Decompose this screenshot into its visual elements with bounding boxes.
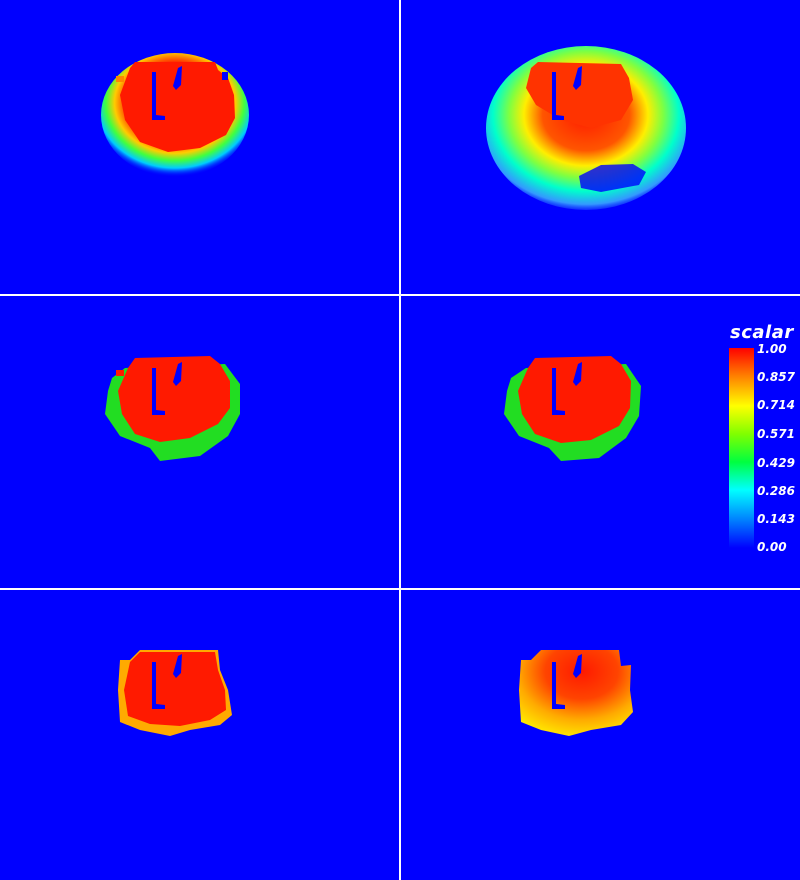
notch [573, 654, 582, 678]
heatmap-middle-left [105, 356, 240, 461]
legend-color-bar [729, 348, 754, 548]
legend-title: scalar [730, 322, 794, 343]
notch [152, 662, 165, 709]
legend-tick: 1.00 [757, 342, 787, 356]
notch [173, 654, 182, 678]
render-panel-top-left[interactable] [0, 0, 399, 294]
legend-tick: 0.286 [757, 484, 795, 498]
render-panel-bottom-right[interactable] [401, 590, 800, 880]
scalar-color-legend: scalar 1.00 0.857 0.714 0.571 0.429 0.28… [715, 322, 800, 562]
notch [152, 72, 165, 120]
core-region [519, 650, 633, 736]
notch [573, 66, 582, 90]
heatmap-bottom-left [118, 650, 232, 736]
notch [173, 66, 182, 90]
legend-tick: 0.00 [757, 540, 787, 554]
notch [552, 368, 565, 415]
render-panel-bottom-left[interactable] [0, 590, 399, 880]
notch [552, 662, 565, 709]
render-panel-top-right[interactable] [401, 0, 800, 294]
core-region [124, 652, 226, 726]
core-region [118, 356, 230, 442]
fragment [116, 370, 124, 376]
fragment [116, 76, 124, 82]
core-region [120, 62, 235, 152]
heatmap-top-right [486, 46, 686, 210]
legend-tick: 0.429 [757, 456, 795, 470]
heatmap-middle-right [504, 356, 641, 461]
legend-tick: 0.143 [757, 512, 795, 526]
legend-tick: 0.857 [757, 370, 795, 384]
legend-tick: 0.714 [757, 398, 795, 412]
heatmap-bottom-right [519, 650, 633, 736]
notch [573, 362, 582, 386]
hole [579, 164, 646, 192]
notch [173, 362, 182, 386]
heatmap-top-left [101, 53, 249, 177]
notch [152, 368, 165, 415]
fragment [222, 72, 228, 80]
core-region [518, 356, 631, 443]
notch [552, 72, 564, 120]
render-panel-middle-left[interactable] [0, 296, 399, 588]
legend-tick: 0.571 [757, 427, 795, 441]
